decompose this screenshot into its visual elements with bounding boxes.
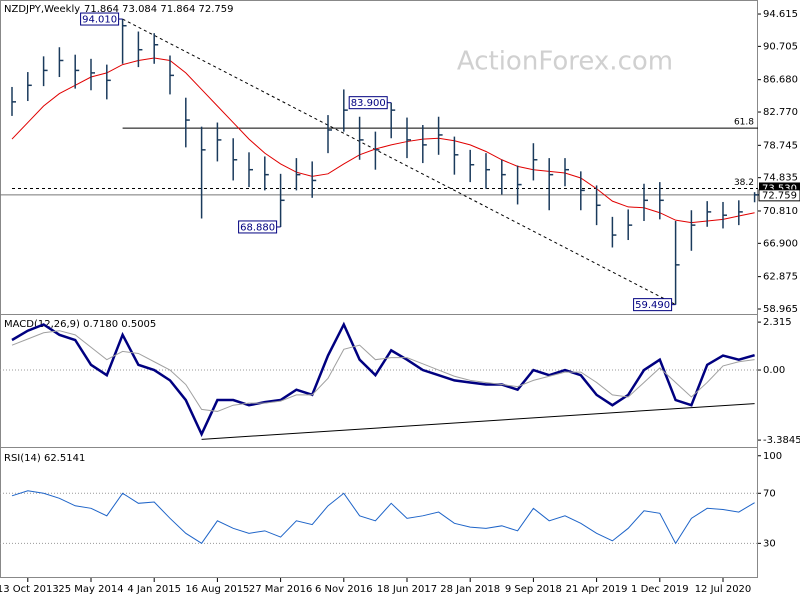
header-values: 71.864 73.084 71.864 72.759 [84, 4, 234, 15]
y-tick-label: 70.810 [763, 206, 798, 217]
x-tick-label: 28 Jan 2018 [440, 584, 500, 595]
panel-title: RSI(14) 62.5141 [4, 453, 85, 464]
y-tick-label: 86.680 [763, 75, 798, 86]
x-tick-label: 27 Mar 2016 [249, 584, 312, 595]
last-price-box [758, 189, 800, 202]
annotation-box [238, 220, 278, 234]
annotation-box [348, 96, 388, 110]
x-tick-label: 25 May 2014 [58, 584, 123, 595]
chart-title: NZDJPY,Weekly [4, 4, 80, 15]
annotation-box [633, 298, 673, 312]
x-tick-label: 12 Jul 2020 [695, 584, 752, 595]
x-tick-label: 21 Apr 2019 [566, 584, 628, 595]
trendline [122, 18, 676, 306]
trendline [201, 403, 755, 440]
indicator-line [11, 330, 755, 412]
panel-title: MACD(12,26,9) 0.7180 0.5005 [4, 319, 156, 330]
x-tick-label: 18 Jun 2017 [377, 584, 437, 595]
y-tick-label: 78.745 [763, 140, 798, 151]
y-tick-label: 0.00 [763, 365, 785, 376]
y-tick-label: 74.835 [763, 173, 798, 184]
x-tick-label: 13 Oct 2013 [0, 584, 59, 595]
y-tick-label: 90.705 [763, 41, 798, 52]
x-tick-label: 1 Dec 2019 [631, 584, 689, 595]
watermark: ActionForex.com [457, 47, 673, 77]
price-box-label: 73.530 [762, 183, 797, 194]
moving-average [11, 57, 755, 224]
annotation-label: 59.490 [635, 300, 670, 311]
x-tick-label: 16 Aug 2015 [185, 584, 249, 595]
annotation-box [80, 12, 120, 26]
annotation-label: 94.010 [82, 15, 117, 26]
y-tick-label: 2.315 [763, 317, 792, 328]
indicator-line [11, 490, 755, 545]
annotation-label: 83.900 [351, 98, 386, 109]
y-tick-label: 30 [763, 538, 776, 549]
frame [0, 0, 758, 578]
y-tick-label: 82.770 [763, 107, 798, 118]
annotation-label: 68.880 [240, 222, 275, 233]
y-tick-label: 70 [763, 488, 776, 499]
last-price-label: 72.759 [762, 190, 797, 201]
y-tick-label: 100 [763, 451, 782, 462]
y-tick-label: -3.3845 [763, 435, 800, 446]
fib-label: 38.2 [734, 178, 754, 188]
x-tick-label: 9 Sep 2018 [505, 584, 562, 595]
y-tick-label: 66.900 [763, 238, 798, 249]
fib-label: 61.8 [734, 118, 754, 128]
y-tick-label: 94.615 [763, 9, 798, 20]
x-tick-label: 4 Jan 2015 [127, 584, 181, 595]
indicator-line [11, 321, 755, 438]
y-tick-label: 62.875 [763, 272, 798, 283]
y-tick-label: 58.965 [763, 304, 798, 315]
x-tick-label: 6 Nov 2016 [315, 584, 373, 595]
